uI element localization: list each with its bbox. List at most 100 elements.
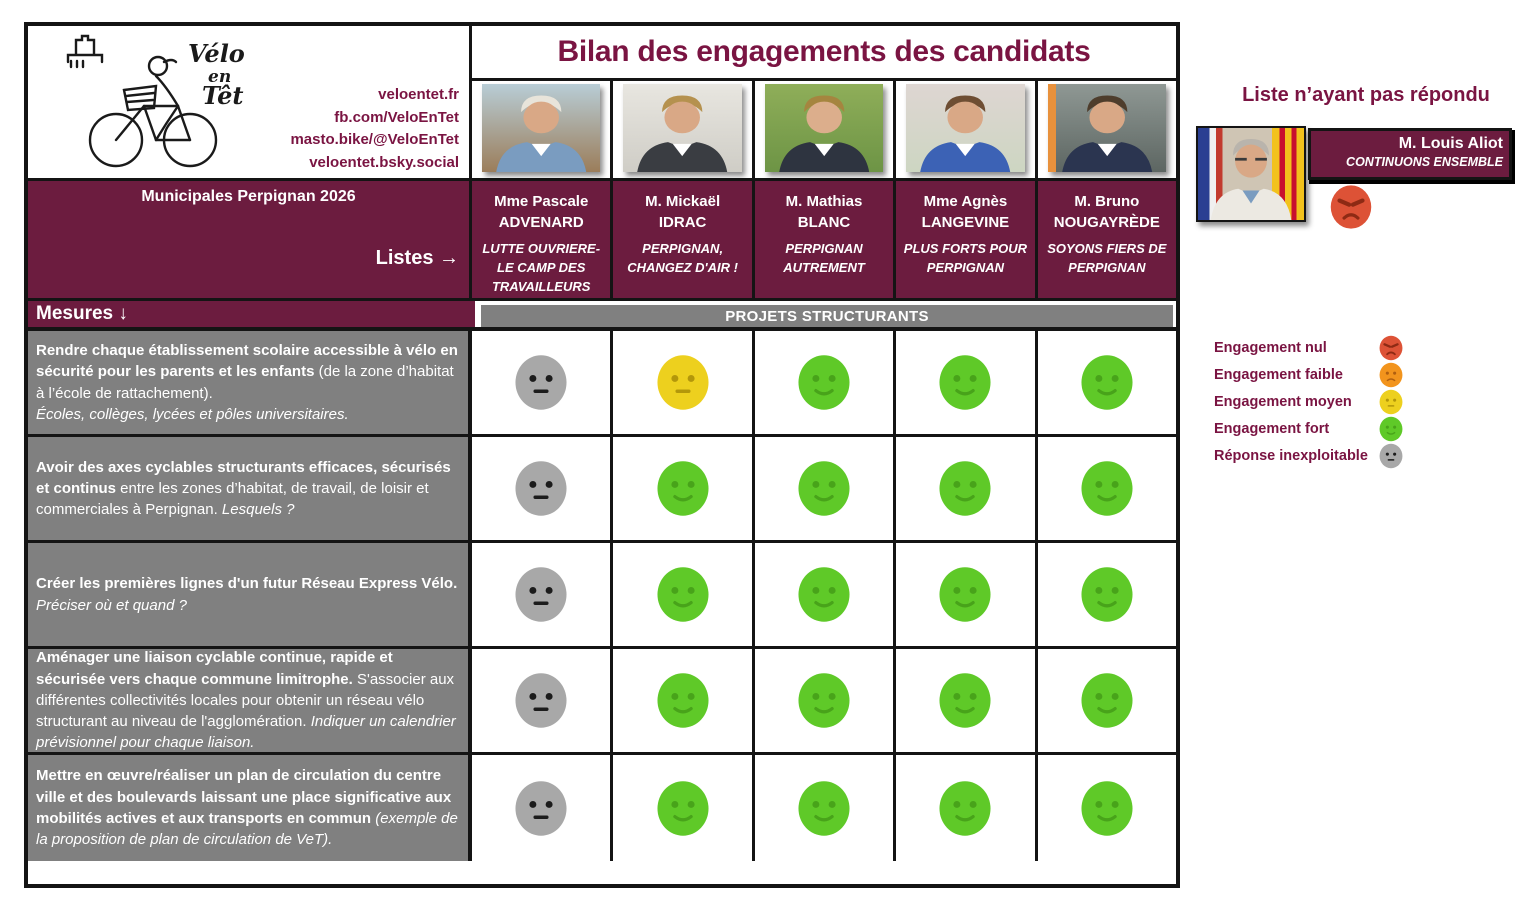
legend-item: Engagement nul: [1214, 334, 1404, 361]
measure-segment: (exemple de la proposition de plan de ci…: [36, 810, 458, 849]
rating-faible-icon: [1379, 362, 1403, 387]
site-link[interactable]: masto.bike/@VeloEnTet: [290, 131, 459, 148]
title-cell: Bilan des engagements des candidats: [472, 26, 1176, 81]
rating-fort-icon: [798, 567, 850, 622]
rating-fort-icon: [939, 355, 991, 410]
photo-cell: [472, 81, 614, 178]
candidate-photo: [1047, 84, 1167, 172]
rating-fort-icon: [1081, 780, 1133, 836]
legend: Engagement nul Engagement faible Engageme…: [1214, 334, 1404, 469]
measure-text: Avoir des axes cyclables structurants ef…: [36, 457, 460, 521]
rating-cell: [896, 331, 1038, 434]
candidate-list: PLUS FORTS POUR PERPIGNAN: [903, 241, 1028, 275]
candidate-name-cell: M. Mathias BLANC PERPIGNAN AUTREMENT: [754, 181, 897, 298]
measure-row: Rendre chaque établissement scolaire acc…: [28, 331, 1177, 437]
rating-nul-icon: [1330, 185, 1372, 229]
rating-inexploitable-icon: [515, 567, 567, 622]
site-link[interactable]: fb.com/VeloEnTet: [334, 108, 459, 126]
candidate-name: Mme Agnès: [923, 193, 1008, 210]
rating-fort-icon: [939, 673, 991, 728]
rating-fort-icon: [1379, 416, 1403, 441]
measure-segment: Créer les premières lignes d'un futur Ré…: [36, 575, 458, 593]
candidate-list: SOYONS FIERS DE PERPIGNAN: [1047, 241, 1167, 275]
aliot-rating-icon: [1328, 182, 1374, 237]
rating-cell: [1037, 331, 1177, 434]
page-title: Bilan des engagements des candidats: [557, 35, 1091, 68]
measure-row: Avoir des axes cyclables structurants ef…: [28, 437, 1177, 543]
rating-fort-icon: [939, 780, 991, 836]
rating-cell: [896, 649, 1038, 752]
candidate-photo: [906, 84, 1025, 172]
projets-band: PROJETS STRUCTURANTS: [481, 305, 1173, 327]
rating-fort-icon: [798, 355, 850, 410]
rating-inexploitable-icon: [515, 673, 567, 728]
rating-inexploitable-icon: [1379, 443, 1403, 468]
candidate-name: NOUGAYRÈDE: [1053, 214, 1160, 231]
photos-row: [472, 81, 1177, 178]
legend-label: Engagement faible: [1214, 366, 1343, 383]
rating-cell: [754, 331, 897, 434]
measure-segment: S'associer aux différentes collectivités…: [36, 670, 455, 731]
legend-faible-icon: [1378, 361, 1404, 389]
candidate-name: LANGEVINE: [921, 214, 1010, 231]
logo-word: Vélo: [188, 39, 245, 68]
candidate-list: LUTTE OUVRIERE- LE CAMP DES TRAVAILLEURS: [482, 241, 601, 294]
candidate-name-cell: M. Mickaël IDRAC PERPIGNAN, CHANGEZ D'AIR …: [613, 181, 755, 298]
candidate-list: PERPIGNAN AUTREMENT: [783, 241, 865, 275]
rating-cell: [472, 437, 614, 540]
measure-segment: Aménager une liaison cyclable continue, …: [36, 649, 393, 688]
projets-label: PROJETS STRUCTURANTS: [725, 307, 929, 325]
rating-fort-icon: [798, 780, 850, 836]
measure-text-cell: Avoir des axes cyclables structurants ef…: [28, 437, 472, 540]
person-silhouette-icon: [920, 95, 1011, 172]
rating-fort-icon: [939, 461, 991, 516]
rating-cell: [1037, 543, 1177, 646]
rating-cell: [472, 649, 614, 752]
rating-fort-icon: [657, 780, 709, 836]
measure-segment: entre les zones d’habitat, de travail, d…: [36, 479, 429, 519]
measure-text-cell: Mettre en œuvre/réaliser un plan de circ…: [28, 755, 472, 861]
rating-cell: [896, 543, 1038, 646]
table-header: Vélo en Têt veloentet.fr fb.com/VeloEnTet…: [28, 26, 1177, 181]
velo-en-tet-logo-icon: Vélo en Têt: [66, 34, 245, 168]
commitments-table: Vélo en Têt veloentet.fr fb.com/VeloEnTet…: [24, 22, 1180, 888]
rating-fort-icon: [657, 673, 709, 728]
photo-cell: [613, 81, 755, 178]
municipales-cell: Municipales Perpignan 2026 Listes →: [28, 181, 472, 298]
logo-cell: Vélo en Têt veloentet.fr fb.com/VeloEnTet…: [28, 26, 472, 178]
person-silhouette-icon: [496, 95, 587, 172]
measure-text: Rendre chaque établissement scolaire acc…: [36, 340, 460, 425]
rating-fort-icon: [1081, 673, 1133, 728]
rating-cell: [472, 331, 614, 434]
mesures-band: Mesures ↓: [28, 301, 475, 327]
aliot-name-box: M. Louis Aliot CONTINUONS ENSEMBLE: [1308, 128, 1512, 180]
legend-label: Engagement nul: [1214, 339, 1327, 356]
header-right: Bilan des engagements des candidats: [472, 26, 1177, 178]
logo-word: Têt: [202, 81, 243, 110]
measure-row: Créer les premières lignes d'un futur Ré…: [28, 543, 1177, 649]
person-silhouette-icon: [1061, 95, 1152, 172]
measure-text-cell: Aménager une liaison cyclable continue, …: [28, 649, 472, 752]
rating-cell: [754, 543, 897, 646]
rating-fort-icon: [1081, 355, 1133, 410]
measure-segment: Écoles, collèges, lycées et pôles univer…: [36, 405, 349, 423]
candidate-name-cell: Mme Pascale ADVENARD LUTTE OUVRIERE- LE CA…: [472, 181, 614, 298]
site-link[interactable]: veloentet.fr: [378, 86, 459, 103]
measure-text-cell: Rendre chaque établissement scolaire acc…: [28, 331, 472, 434]
legend-item: Engagement faible: [1214, 361, 1404, 388]
rating-fort-icon: [939, 567, 991, 622]
measure-row: Aménager une liaison cyclable continue, …: [28, 649, 1177, 755]
listes-label: Listes →: [375, 247, 459, 269]
projets-band-wrap: PROJETS STRUCTURANTS: [475, 301, 1176, 327]
site-link[interactable]: veloentet.bsky.social: [309, 153, 459, 171]
legend-label: Engagement fort: [1214, 420, 1330, 437]
measure-text: Aménager une liaison cyclable continue, …: [36, 649, 460, 752]
rating-nul-icon: [1379, 335, 1403, 360]
rating-cell: [1037, 649, 1177, 752]
rating-cell: [613, 649, 755, 752]
rating-fort-icon: [657, 461, 709, 516]
band-row: Mesures ↓ PROJETS STRUCTURANTS: [28, 301, 1176, 331]
aliot-name: M. Louis Aliot: [1398, 135, 1503, 152]
rating-moyen-icon: [657, 355, 709, 410]
rating-cell: [754, 649, 897, 752]
